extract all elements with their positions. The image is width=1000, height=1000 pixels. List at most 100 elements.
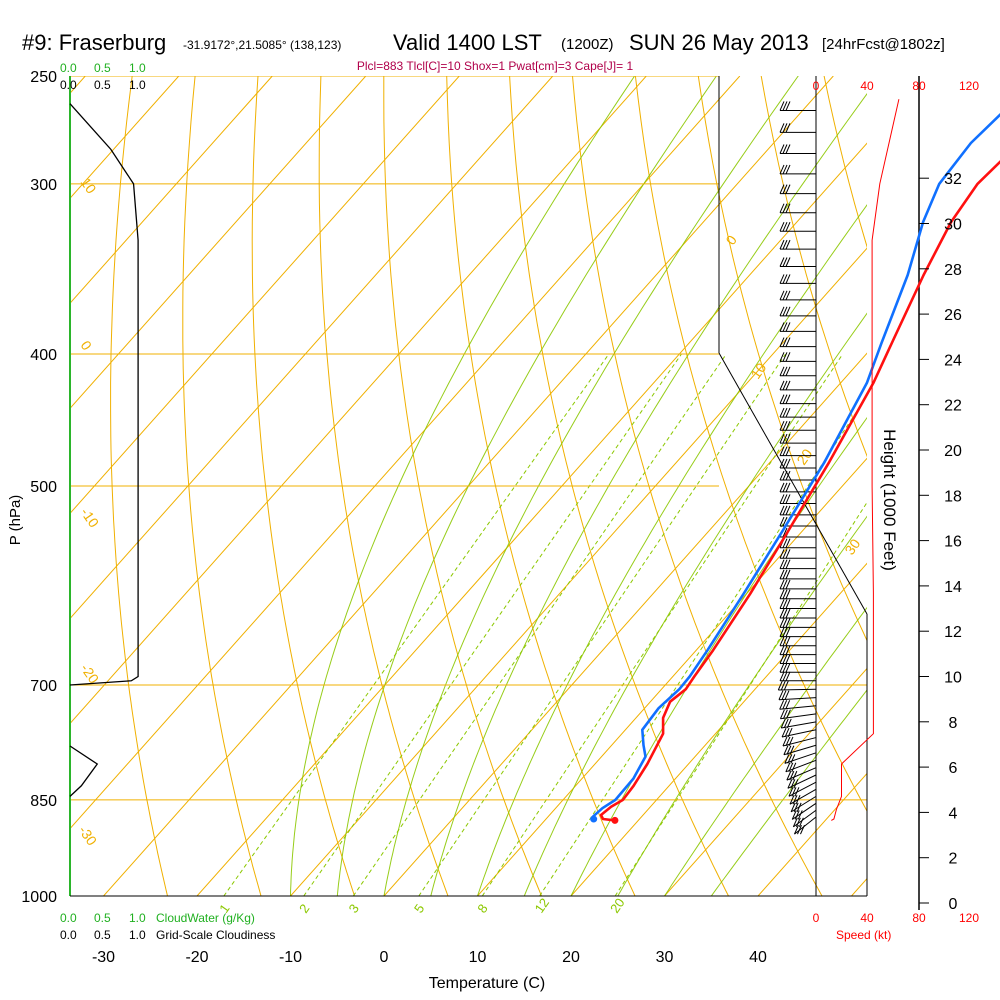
wind-barb-feather — [790, 754, 796, 764]
wind-barb-feather — [782, 538, 788, 548]
wind-barb-feather — [782, 618, 788, 628]
wind-barb-feather — [797, 824, 802, 835]
pressure-axis: 250 300 400 500 700 850 1000 — [21, 69, 57, 906]
dry-adiabat-line — [571, 76, 823, 896]
temperature-axis-label: Temperature (C) — [429, 975, 545, 992]
wind-barb-feather — [779, 589, 785, 599]
wind-barb-feather — [782, 421, 788, 431]
wind-barb-feather — [785, 458, 791, 469]
wind-barb-feather — [785, 221, 791, 232]
height-tick-label: 4 — [949, 805, 958, 822]
wind-barb-feather — [792, 817, 798, 828]
wind-barb-feather — [792, 794, 798, 805]
wind-barb-feather — [785, 700, 791, 710]
wind-barb — [783, 744, 817, 756]
mixing-ratio-line — [614, 501, 867, 896]
wind-barb-feather — [779, 394, 785, 404]
wind-barb-feather — [785, 654, 791, 664]
wind-barb-feather — [779, 470, 785, 481]
wind-barb-feather — [785, 337, 791, 347]
mixing-ratio-label: 20 — [607, 895, 628, 915]
wind-barb-feather — [779, 446, 785, 456]
wind-barb-feather — [791, 787, 797, 797]
speed-top-0: 0 — [813, 79, 820, 93]
height-tick-label: 24 — [944, 352, 962, 369]
stability-indices: Plcl=883 Tlcl[C]=10 Shox=1 Pwat[cm]=3 Ca… — [357, 59, 634, 73]
speed-bottom-80: 80 — [912, 911, 926, 925]
forecast-tag: [24hrFcst@1802z] — [822, 36, 945, 53]
wind-barb-feather — [782, 663, 788, 673]
mixing-ratio-label: 5 — [411, 901, 427, 916]
wind-barb-feather — [785, 380, 791, 391]
height-tick-label: 30 — [944, 217, 962, 234]
wind-barb-feather — [789, 745, 795, 755]
wind-barb-feather — [782, 589, 788, 599]
isotherm-line — [70, 76, 367, 410]
wind-barb-feather — [779, 352, 785, 362]
isotherm-line — [851, 877, 867, 896]
dry-adiabat-lines — [110, 76, 867, 896]
wind-barb-feather — [795, 794, 801, 805]
cloud-scale-bottom-black-0: 0.0 — [60, 928, 77, 942]
wind-barb-feather — [785, 446, 791, 456]
sounding-traces — [590, 113, 1000, 824]
moist-adiabat-line — [664, 606, 867, 896]
wind-barb-feather — [790, 779, 796, 789]
wind-barb-feather — [779, 559, 785, 569]
mixing-ratio-label: 2 — [296, 901, 312, 916]
wind-barb-feather — [782, 221, 788, 232]
dry-adiabat-line — [634, 76, 867, 813]
cloud-scale-bottom-green-2: 1.0 — [129, 911, 146, 925]
wind-barb — [782, 737, 817, 747]
wind-barb-feather — [782, 394, 788, 404]
dry-adiabat-line — [318, 76, 449, 896]
height-tick-label: 6 — [949, 760, 958, 777]
wind-barb-feather — [785, 322, 791, 332]
height-tick-label: 8 — [949, 715, 958, 732]
height-tick-label: 32 — [944, 171, 962, 188]
wind-barb-feather — [779, 221, 785, 232]
wind-barb-feather — [785, 306, 791, 317]
wind-barb-feather — [782, 700, 788, 710]
wind-barb-feather — [779, 203, 785, 213]
wind-barb-feather — [779, 579, 785, 590]
valid-date: SUN 26 May 2013 — [629, 30, 809, 55]
speed-bottom-0: 0 — [813, 911, 820, 925]
dry-adiabat-line — [823, 76, 867, 249]
height-tick-label: 22 — [944, 398, 962, 415]
cloudiness-curve — [69, 745, 99, 797]
wind-barb-feather — [782, 636, 788, 646]
wind-barb-feather — [782, 482, 788, 493]
pressure-tick-label: 850 — [30, 793, 57, 810]
wind-barb-feather — [781, 690, 787, 700]
speed-bottom-40: 40 — [860, 911, 874, 925]
wind-barb-feather — [783, 745, 789, 755]
height-axis-label: Height (1000 Feet) — [880, 429, 899, 571]
wind-barb-feather — [782, 306, 788, 317]
moist-adiabat-line — [290, 76, 636, 896]
cloud-scale-bottom-green-1: 0.5 — [94, 911, 111, 925]
wind-barb-feather — [782, 257, 788, 267]
wind-barb-feather — [779, 407, 785, 418]
wind-barb-feather — [779, 549, 785, 559]
cloud-scale-top: 0.0 0.5 1.0 0.0 0.5 1.0 — [60, 61, 146, 92]
speed-bottom-120: 120 — [959, 911, 979, 925]
wind-barb-feather — [785, 579, 791, 590]
wind-barb-feather — [779, 569, 785, 580]
wind-barb-feather — [778, 690, 784, 700]
wind-barb-feather — [785, 645, 791, 655]
pressure-tick-label: 1000 — [21, 889, 57, 906]
wind-barb-feather — [785, 762, 791, 773]
wind-barb-feather — [779, 627, 785, 637]
dewpoint-surface-point — [590, 815, 598, 823]
wind-barb-feather — [779, 257, 785, 267]
speed-top-120: 120 — [959, 79, 979, 93]
wind-barb-feather — [789, 770, 795, 781]
mixing-ratio-label: 3 — [345, 901, 361, 916]
wind-speed-profile — [831, 99, 900, 821]
wind-barb-feather — [784, 754, 790, 764]
moist-adiabat-line — [617, 515, 867, 896]
wind-barb-feather — [782, 579, 788, 590]
temperature-axis: -30 -20 -10 0 10 20 30 40 — [92, 949, 767, 966]
